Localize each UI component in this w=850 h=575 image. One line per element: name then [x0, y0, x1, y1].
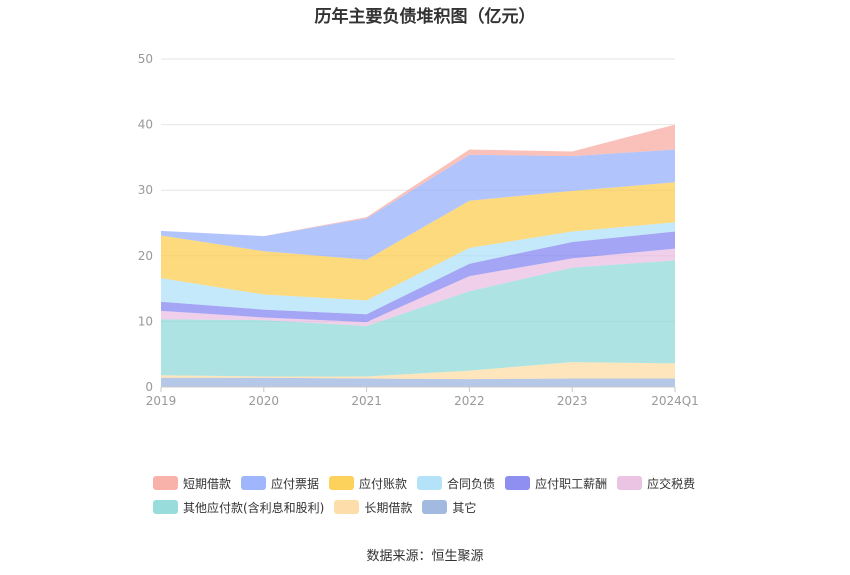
area-其他应付款(含利息和股利): [161, 260, 675, 377]
legend-swatch: [329, 476, 355, 490]
area-应付账款: [161, 182, 675, 301]
legend-label: 应付职工薪酬: [535, 476, 608, 491]
legend-label: 其他应付款(含利息和股利): [183, 500, 325, 515]
legend-swatch: [241, 476, 267, 490]
legend-label: 合同负债: [447, 476, 496, 491]
legend: 短期借款 应付票据 应付账款 合同负债 应付职工薪酬 应交税费 其他应付款(含利息和股利)…: [153, 471, 713, 519]
area-应付票据: [161, 149, 675, 260]
x-tick-label: 2023: [557, 394, 588, 408]
x-tick-label: 2022: [454, 394, 485, 408]
stacked-area-chart: 0 10 20 30 40 50 2019 2020 2021 2022 2023 2024Q1: [138, 52, 699, 408]
legend-row: 其他应付款(含利息和股利) 长期借款 其它: [153, 495, 713, 519]
legend-item[interactable]: 合同负债: [417, 475, 495, 492]
area-应交税费: [161, 248, 675, 326]
area-应付职工薪酬: [161, 231, 675, 323]
area-短期借款: [161, 124, 675, 237]
x-tick-label: 2020: [249, 394, 280, 408]
legend-swatch: [417, 476, 443, 490]
legend-item[interactable]: 应交税费: [617, 475, 695, 492]
legend-item[interactable]: 其它: [422, 499, 476, 516]
legend-item[interactable]: 其他应付款(含利息和股利): [153, 499, 324, 516]
x-tick-label: 2024Q1: [651, 394, 699, 408]
legend-row: 短期借款 应付票据 应付账款 合同负债 应付职工薪酬 应交税费: [153, 471, 713, 495]
y-tick-label: 0: [145, 380, 153, 394]
legend-item[interactable]: 短期借款: [153, 475, 231, 492]
legend-swatch: [505, 476, 531, 490]
legend-swatch: [422, 500, 448, 514]
x-tick-label: 2019: [146, 394, 177, 408]
axes: 0 10 20 30 40 50 2019 2020 2021 2022 2023 2024Q1: [138, 52, 699, 408]
legend-item[interactable]: 应付职工薪酬: [505, 475, 607, 492]
legend-item[interactable]: 长期借款: [334, 499, 412, 516]
legend-label: 其它: [452, 500, 477, 515]
legend-label: 应付账款: [359, 476, 408, 491]
source-note: 数据来源：恒生聚源: [366, 549, 484, 564]
chart-title: 历年主要负债堆积图（亿元）: [314, 7, 536, 27]
legend-swatch: [334, 500, 360, 514]
y-tick-label: 20: [138, 249, 153, 263]
legend-label: 应交税费: [647, 476, 696, 491]
area-其它: [161, 377, 675, 387]
y-tick-label: 10: [138, 314, 153, 328]
area-长期借款: [161, 362, 675, 380]
legend-swatch: [153, 476, 178, 490]
legend-label: 短期借款: [183, 476, 232, 491]
legend-item[interactable]: 应付票据: [241, 475, 319, 492]
y-tick-label: 40: [138, 118, 153, 132]
legend-label: 长期借款: [364, 500, 413, 515]
y-tick-label: 30: [138, 183, 153, 197]
legend-label: 应付票据: [271, 476, 320, 491]
x-tick-label: 2021: [351, 394, 382, 408]
area-series: [161, 124, 675, 387]
y-tick-label: 50: [138, 52, 153, 66]
legend-swatch: [153, 500, 178, 514]
legend-swatch: [617, 476, 643, 490]
legend-item[interactable]: 应付账款: [329, 475, 407, 492]
area-合同负债: [161, 222, 675, 315]
